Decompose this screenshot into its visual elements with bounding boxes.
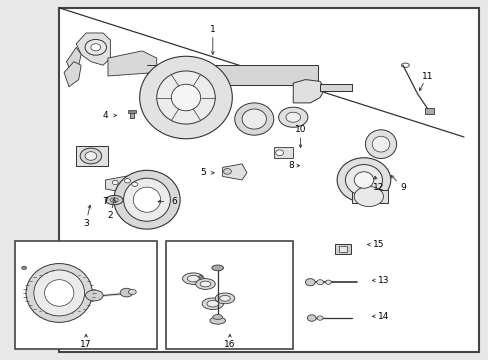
Polygon shape <box>66 47 81 72</box>
Ellipse shape <box>85 290 103 301</box>
Text: 11: 11 <box>421 72 432 81</box>
Ellipse shape <box>44 280 74 306</box>
Bar <box>59 8 478 352</box>
Ellipse shape <box>365 130 396 158</box>
Bar <box>166 241 293 348</box>
Ellipse shape <box>120 288 133 297</box>
Circle shape <box>21 266 26 270</box>
Ellipse shape <box>211 265 223 271</box>
Circle shape <box>307 315 316 321</box>
Ellipse shape <box>34 270 84 316</box>
Polygon shape <box>64 62 81 87</box>
Text: 7: 7 <box>102 197 108 206</box>
Polygon shape <box>293 80 325 103</box>
Text: 17: 17 <box>80 341 92 350</box>
Text: 4: 4 <box>102 111 108 120</box>
Ellipse shape <box>353 172 373 188</box>
Circle shape <box>112 180 118 185</box>
Circle shape <box>317 316 323 320</box>
Text: 10: 10 <box>294 125 305 134</box>
Text: 8: 8 <box>287 161 293 170</box>
Text: 2: 2 <box>107 211 113 220</box>
Bar <box>320 84 351 91</box>
Circle shape <box>325 280 330 284</box>
Text: 1: 1 <box>209 25 215 34</box>
Polygon shape <box>222 164 246 180</box>
Bar <box>351 190 387 203</box>
Ellipse shape <box>195 279 215 289</box>
Ellipse shape <box>171 84 200 111</box>
Circle shape <box>132 182 138 186</box>
Ellipse shape <box>182 273 203 284</box>
Bar <box>338 246 346 252</box>
Polygon shape <box>76 33 110 65</box>
Text: 3: 3 <box>83 219 89 228</box>
Circle shape <box>198 275 202 278</box>
Bar <box>128 111 136 113</box>
Ellipse shape <box>26 264 92 322</box>
Bar <box>334 244 350 253</box>
Ellipse shape <box>219 296 230 301</box>
Circle shape <box>85 40 106 55</box>
Polygon shape <box>108 51 157 76</box>
Ellipse shape <box>336 158 390 202</box>
Ellipse shape <box>202 298 223 310</box>
Ellipse shape <box>110 198 118 202</box>
Ellipse shape <box>234 103 273 135</box>
Ellipse shape <box>123 178 170 221</box>
Text: 12: 12 <box>372 183 384 192</box>
Ellipse shape <box>206 301 218 307</box>
Circle shape <box>275 150 283 156</box>
Ellipse shape <box>209 317 225 324</box>
Ellipse shape <box>242 109 266 129</box>
Text: 13: 13 <box>377 276 388 285</box>
Ellipse shape <box>371 136 389 152</box>
Text: 6: 6 <box>171 197 176 206</box>
Polygon shape <box>105 175 142 193</box>
Bar <box>130 112 134 118</box>
Circle shape <box>305 279 315 286</box>
Ellipse shape <box>80 148 102 164</box>
Ellipse shape <box>157 71 215 124</box>
Text: 14: 14 <box>377 312 388 321</box>
Bar <box>147 65 317 85</box>
Ellipse shape <box>128 289 136 294</box>
Ellipse shape <box>285 112 300 122</box>
Text: 15: 15 <box>372 240 384 249</box>
Bar <box>15 241 157 348</box>
Ellipse shape <box>345 165 382 195</box>
Circle shape <box>223 168 231 174</box>
Text: 9: 9 <box>399 183 405 192</box>
Ellipse shape <box>278 107 307 127</box>
Ellipse shape <box>215 293 234 304</box>
Text: 16: 16 <box>224 341 235 350</box>
Ellipse shape <box>133 187 160 212</box>
Bar <box>424 108 433 114</box>
Ellipse shape <box>105 195 123 205</box>
Bar <box>76 146 108 166</box>
Bar <box>273 147 293 158</box>
Circle shape <box>124 179 130 183</box>
Ellipse shape <box>187 275 199 282</box>
Circle shape <box>91 44 101 51</box>
Ellipse shape <box>200 281 210 287</box>
Circle shape <box>316 280 323 285</box>
Ellipse shape <box>114 170 180 229</box>
Ellipse shape <box>85 152 97 160</box>
Ellipse shape <box>353 186 383 207</box>
Ellipse shape <box>140 56 232 139</box>
Text: 5: 5 <box>200 168 205 177</box>
Ellipse shape <box>212 315 222 319</box>
